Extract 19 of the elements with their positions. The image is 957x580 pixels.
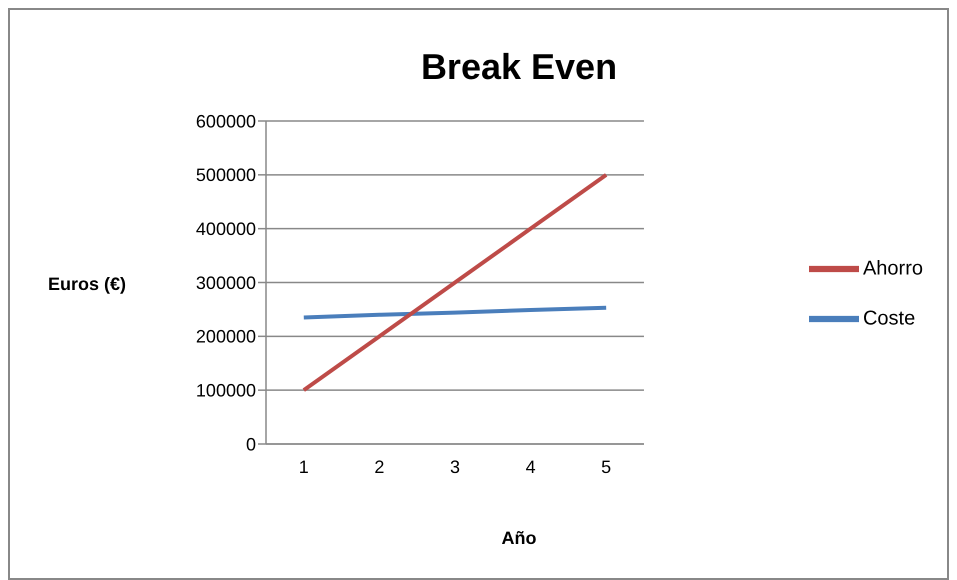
x-tick-label: 3 — [450, 456, 460, 477]
legend-label: Ahorro — [862, 257, 923, 280]
x-tick-label: 2 — [374, 456, 384, 477]
y-axis-title: Euros (€) — [48, 274, 126, 295]
x-tick-label: 1 — [298, 456, 309, 477]
legend-label: Coste — [862, 307, 916, 330]
y-tick-label: 0 — [246, 434, 256, 454]
line-series — [302, 172, 608, 392]
x-axis-title: Año — [500, 528, 538, 549]
y-tick-label: 400000 — [196, 219, 256, 240]
line-series — [302, 306, 608, 320]
y-tick-label: 500000 — [196, 165, 256, 186]
y-tick-label: 600000 — [196, 111, 256, 132]
y-tick-label: 300000 — [196, 272, 256, 293]
chart-title: Break Even — [420, 46, 618, 88]
y-tick-label: 200000 — [196, 326, 256, 347]
y-tick-label: 100000 — [196, 380, 256, 401]
x-tick-label: 4 — [526, 456, 536, 477]
x-tick-label: 5 — [601, 456, 612, 477]
